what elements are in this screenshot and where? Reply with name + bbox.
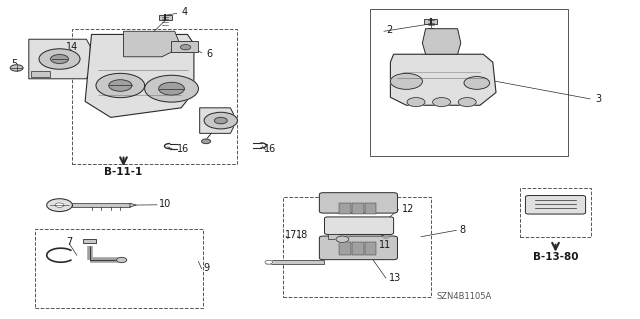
Text: B-13-80: B-13-80 [532,252,579,262]
Polygon shape [171,41,198,52]
Text: 18: 18 [296,230,308,241]
Circle shape [10,65,23,71]
Text: 9: 9 [204,263,210,273]
Circle shape [407,98,425,107]
Polygon shape [124,31,181,57]
Text: 15: 15 [221,114,234,124]
FancyBboxPatch shape [319,193,397,213]
Polygon shape [390,54,496,105]
Circle shape [336,236,349,242]
FancyBboxPatch shape [525,196,586,214]
Text: B-11-1: B-11-1 [104,167,143,177]
Polygon shape [85,34,194,117]
Text: 2: 2 [386,25,392,35]
Bar [159,15,172,20]
Circle shape [55,203,64,207]
Bar [83,239,96,243]
Text: 5: 5 [12,59,18,69]
Circle shape [180,45,191,50]
Text: 14: 14 [66,42,78,52]
Circle shape [47,199,72,211]
Text: 11: 11 [379,240,391,250]
Bar [283,197,431,297]
Text: SZN4B1105A: SZN4B1105A [436,292,492,301]
Text: 8: 8 [460,225,466,235]
Bar [370,9,568,156]
Polygon shape [130,203,136,207]
Bar [339,203,351,214]
Circle shape [202,139,211,144]
Circle shape [204,112,237,129]
Circle shape [159,82,184,95]
Circle shape [145,75,198,102]
Circle shape [464,77,490,89]
Text: 7: 7 [66,237,72,248]
Circle shape [51,55,68,63]
Text: 10: 10 [159,199,171,209]
Bar [72,29,237,164]
Text: 12: 12 [402,204,414,214]
FancyBboxPatch shape [319,236,397,260]
Text: 4: 4 [181,7,188,17]
Circle shape [458,98,476,107]
Text: 17: 17 [285,230,297,241]
Polygon shape [422,29,461,54]
Circle shape [39,49,80,69]
Text: 16: 16 [264,144,276,154]
Text: 3: 3 [595,94,602,104]
Polygon shape [200,108,234,133]
Circle shape [383,236,388,238]
Bar [31,71,50,77]
Bar [35,229,203,308]
Bar [352,203,364,214]
Polygon shape [29,39,90,79]
Bar [72,203,130,207]
Circle shape [96,73,145,98]
Bar [339,242,351,255]
Text: 6: 6 [206,49,212,59]
Bar [424,19,437,24]
Bar [266,260,324,264]
Circle shape [433,98,451,107]
Circle shape [109,80,132,91]
Circle shape [214,117,227,124]
Text: 13: 13 [389,272,401,283]
Bar [328,234,340,239]
Bar [352,242,364,255]
Bar [520,188,591,237]
FancyBboxPatch shape [324,217,394,234]
Text: 16: 16 [177,144,189,154]
Circle shape [116,257,127,263]
Bar [365,203,376,214]
Circle shape [265,260,273,264]
Circle shape [390,73,422,89]
Bar [365,242,376,255]
